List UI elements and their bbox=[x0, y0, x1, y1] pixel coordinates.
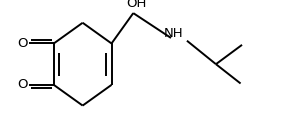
Text: O: O bbox=[17, 37, 28, 50]
Text: NH: NH bbox=[164, 27, 184, 40]
Text: O: O bbox=[17, 78, 28, 91]
Text: OH: OH bbox=[126, 0, 146, 10]
